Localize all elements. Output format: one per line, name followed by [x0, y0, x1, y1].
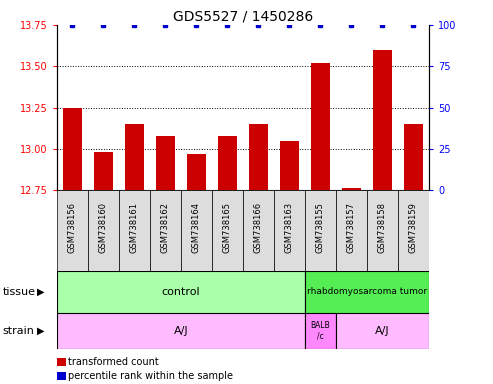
Text: GSM738155: GSM738155 — [316, 202, 325, 253]
Bar — [336, 313, 429, 349]
Text: GSM738157: GSM738157 — [347, 202, 356, 253]
Bar — [218, 136, 237, 190]
Text: A/J: A/J — [375, 326, 389, 336]
Bar — [373, 50, 391, 190]
Bar — [398, 190, 429, 271]
Bar — [404, 124, 423, 190]
Text: strain: strain — [2, 326, 35, 336]
Text: GSM738158: GSM738158 — [378, 202, 387, 253]
Text: control: control — [161, 287, 200, 297]
Bar — [305, 271, 429, 313]
Bar — [305, 190, 336, 271]
Text: A/J: A/J — [174, 326, 188, 336]
Text: GSM738166: GSM738166 — [254, 202, 263, 253]
Bar — [243, 190, 274, 271]
Bar — [367, 190, 398, 271]
Text: GSM738164: GSM738164 — [192, 202, 201, 253]
Bar — [150, 190, 181, 271]
Text: GSM738163: GSM738163 — [285, 202, 294, 253]
Text: GSM738160: GSM738160 — [99, 202, 108, 253]
Bar — [88, 190, 119, 271]
Bar — [156, 136, 175, 190]
Bar — [249, 124, 268, 190]
Bar — [187, 154, 206, 190]
Text: percentile rank within the sample: percentile rank within the sample — [68, 371, 233, 381]
Bar — [342, 189, 361, 190]
Bar — [280, 141, 299, 190]
Bar — [305, 313, 336, 349]
Text: GDS5527 / 1450286: GDS5527 / 1450286 — [173, 10, 313, 23]
Bar — [212, 190, 243, 271]
Text: ▶: ▶ — [37, 287, 45, 297]
Text: GSM738156: GSM738156 — [68, 202, 77, 253]
Text: ▶: ▶ — [37, 326, 45, 336]
Text: GSM738165: GSM738165 — [223, 202, 232, 253]
Text: tissue: tissue — [2, 287, 35, 297]
Text: GSM738162: GSM738162 — [161, 202, 170, 253]
Bar — [57, 190, 88, 271]
Bar — [181, 190, 212, 271]
Text: rhabdomyosarcoma tumor: rhabdomyosarcoma tumor — [307, 287, 427, 296]
Bar — [311, 63, 330, 190]
Bar — [63, 108, 81, 190]
Bar — [274, 190, 305, 271]
Bar — [57, 271, 305, 313]
Text: transformed count: transformed count — [68, 357, 158, 367]
Text: BALB
/c: BALB /c — [311, 321, 330, 341]
Bar — [57, 313, 305, 349]
Bar — [119, 190, 150, 271]
Bar — [336, 190, 367, 271]
Text: GSM738161: GSM738161 — [130, 202, 139, 253]
Text: GSM738159: GSM738159 — [409, 202, 418, 253]
Bar — [125, 124, 143, 190]
Bar — [94, 152, 112, 190]
